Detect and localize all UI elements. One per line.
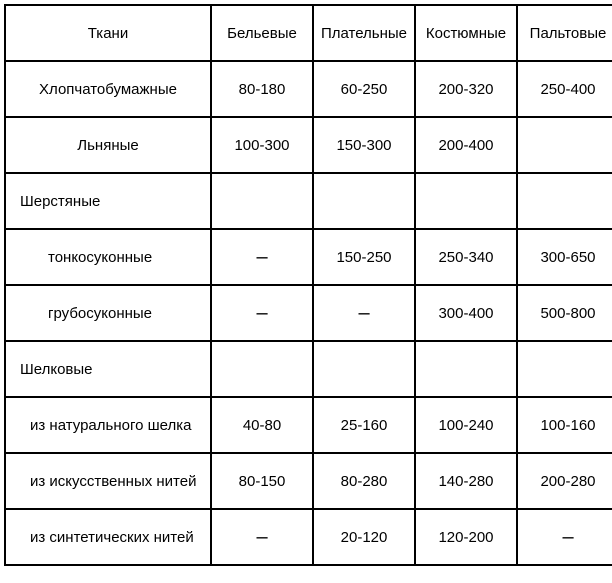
cell: 25-160 — [313, 397, 415, 453]
cell: 150-250 — [313, 229, 415, 285]
row-label: Льняные — [5, 117, 211, 173]
cell: 250-400 — [517, 61, 612, 117]
row-label: тонкосуконные — [5, 229, 211, 285]
cell: 80-180 — [211, 61, 313, 117]
table-row: грубосуконные – – 300-400 500-800 — [5, 285, 612, 341]
header-col-2: Плательные — [313, 5, 415, 61]
cell: 200-320 — [415, 61, 517, 117]
cell: 80-280 — [313, 453, 415, 509]
cell — [517, 117, 612, 173]
header-col-1: Бельевые — [211, 5, 313, 61]
table-row: Хлопчатобумажные 80-180 60-250 200-320 2… — [5, 61, 612, 117]
cell: 100-240 — [415, 397, 517, 453]
header-col-3: Костюмные — [415, 5, 517, 61]
cell: 150-300 — [313, 117, 415, 173]
table-row: Шелковые — [5, 341, 612, 397]
cell: 200-400 — [415, 117, 517, 173]
table-header-row: Ткани Бельевые Плательные Костюмные Паль… — [5, 5, 612, 61]
header-col-4: Пальтовые — [517, 5, 612, 61]
cell — [211, 341, 313, 397]
cell: 120-200 — [415, 509, 517, 565]
table-row: из натурального шелка 40-80 25-160 100-2… — [5, 397, 612, 453]
cell: 300-650 — [517, 229, 612, 285]
header-fabric: Ткани — [5, 5, 211, 61]
cell: 80-150 — [211, 453, 313, 509]
table-row: из синтетических нитей – 20-120 120-200 … — [5, 509, 612, 565]
table-row: из искусственных нитей 80-150 80-280 140… — [5, 453, 612, 509]
cell: 250-340 — [415, 229, 517, 285]
cell: 60-250 — [313, 61, 415, 117]
cell: – — [211, 285, 313, 341]
row-label: Хлопчатобумажные — [5, 61, 211, 117]
cell: 100-300 — [211, 117, 313, 173]
cell: 140-280 — [415, 453, 517, 509]
table-row: Льняные 100-300 150-300 200-400 — [5, 117, 612, 173]
row-label: из натурального шелка — [5, 397, 211, 453]
cell: 300-400 — [415, 285, 517, 341]
cell: 20-120 — [313, 509, 415, 565]
row-label: Шерстяные — [5, 173, 211, 229]
cell — [313, 341, 415, 397]
cell: – — [211, 509, 313, 565]
cell — [517, 341, 612, 397]
row-label: из искусственных нитей — [5, 453, 211, 509]
cell — [415, 173, 517, 229]
cell — [517, 173, 612, 229]
table-row: тонкосуконные – 150-250 250-340 300-650 — [5, 229, 612, 285]
cell: – — [313, 285, 415, 341]
cell: 200-280 — [517, 453, 612, 509]
row-label: грубосуконные — [5, 285, 211, 341]
cell: – — [517, 509, 612, 565]
row-label: из синтетических нитей — [5, 509, 211, 565]
cell: 500-800 — [517, 285, 612, 341]
fabrics-table: Ткани Бельевые Плательные Костюмные Паль… — [4, 4, 612, 566]
table-row: Шерстяные — [5, 173, 612, 229]
cell — [211, 173, 313, 229]
cell: 100-160 — [517, 397, 612, 453]
cell: – — [211, 229, 313, 285]
cell: 40-80 — [211, 397, 313, 453]
cell — [313, 173, 415, 229]
row-label: Шелковые — [5, 341, 211, 397]
cell — [415, 341, 517, 397]
